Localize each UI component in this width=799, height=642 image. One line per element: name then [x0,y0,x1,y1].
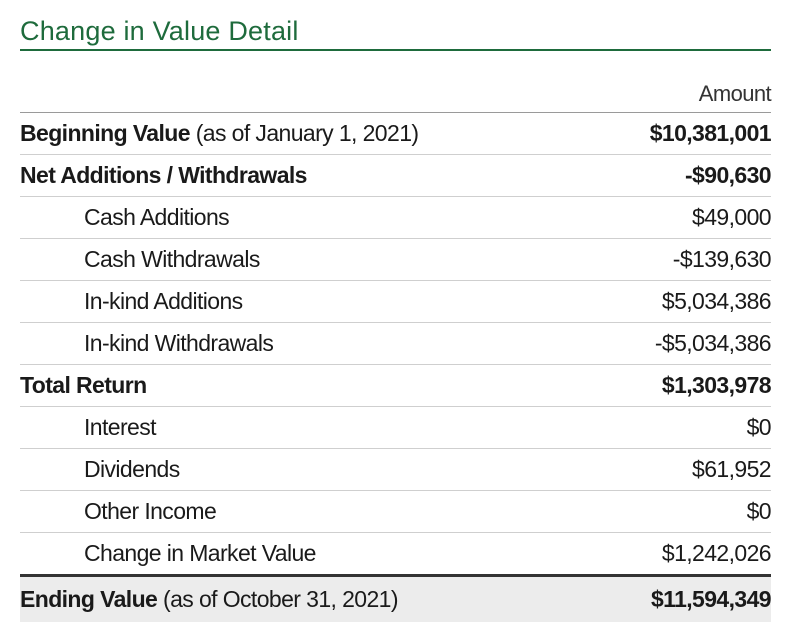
amount-column-header: Amount [698,81,772,106]
title-divider [20,49,771,51]
row-value: $61,952 [692,456,772,482]
in-kind-additions-row: In-kind Additions $5,034,386 [20,281,772,323]
beginning-value-row: Beginning Value (as of January 1, 2021) … [20,113,772,155]
row-value: -$5,034,386 [654,330,772,356]
row-value: $1,242,026 [661,540,772,566]
other-income-row: Other Income $0 [20,491,772,533]
row-value: $0 [746,498,772,524]
page-title: Change in Value Detail [20,16,299,46]
in-kind-withdrawals-row: In-kind Withdrawals -$5,034,386 [20,323,772,365]
ending-value-row: Ending Value (as of October 31, 2021) $1… [20,577,772,622]
row-label: Ending Value (as of October 31, 2021) [20,586,399,612]
row-value: $49,000 [692,204,772,230]
row-label: In-kind Withdrawals [84,330,274,356]
dividends-row: Dividends $61,952 [20,449,772,491]
row-value: $5,034,386 [661,288,772,314]
row-note: (as of January 1, 2021) [195,120,419,146]
row-label: Cash Additions [84,204,230,230]
row-note: (as of October 31, 2021) [163,586,399,612]
row-value: $1,303,978 [661,372,772,398]
table-header: Amount [20,76,772,113]
row-label: In-kind Additions [84,288,243,314]
row-label: Change in Market Value [84,540,316,566]
row-label: Cash Withdrawals [84,246,260,272]
row-value: -$90,630 [685,162,772,188]
row-label: Total Return [20,372,147,398]
row-value: -$139,630 [672,246,772,272]
row-label: Beginning Value (as of January 1, 2021) [20,120,419,146]
row-label: Interest [84,414,157,440]
change-in-market-value-row: Change in Market Value $1,242,026 [20,533,772,577]
change-in-value-table: Amount Beginning Value (as of January 1,… [20,76,772,622]
row-value: $0 [746,414,772,440]
row-label: Dividends [84,456,180,482]
total-return-row: Total Return $1,303,978 [20,365,772,407]
row-value: $11,594,349 [650,586,772,612]
row-value: $10,381,001 [649,120,772,146]
row-label: Other Income [84,498,217,524]
cash-withdrawals-row: Cash Withdrawals -$139,630 [20,239,772,281]
interest-row: Interest $0 [20,407,772,449]
row-label: Net Additions / Withdrawals [20,162,307,188]
cash-additions-row: Cash Additions $49,000 [20,197,772,239]
net-additions-withdrawals-row: Net Additions / Withdrawals -$90,630 [20,155,772,197]
